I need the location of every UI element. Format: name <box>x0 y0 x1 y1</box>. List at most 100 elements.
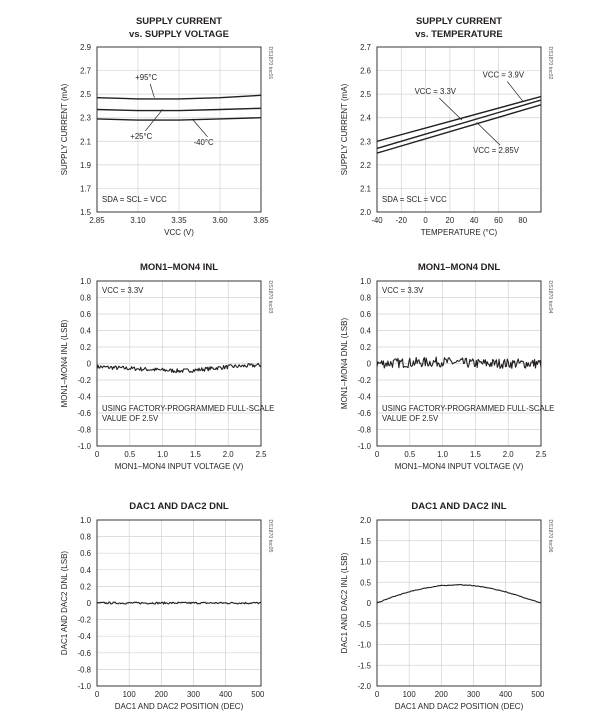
y-tick-label: 0.4 <box>80 566 92 575</box>
condition-note-line: VCC = 3.3V <box>382 286 424 295</box>
figure-code: DS1870 toc03 <box>267 281 273 314</box>
x-tick-label: 100 <box>123 690 137 699</box>
x-tick-label: 400 <box>499 690 513 699</box>
y-tick-label: 0 <box>367 599 372 608</box>
y-tick-label: 0.5 <box>360 578 372 587</box>
y-axis-label: DAC1 AND DAC2 INL (LSB) <box>340 552 349 653</box>
x-tick-label: 0.5 <box>124 450 136 459</box>
y-tick-label: 2.0 <box>360 516 372 525</box>
y-tick-label: 1.5 <box>360 537 372 546</box>
y-tick-label: -1.0 <box>358 641 372 650</box>
y-tick-label: 0.8 <box>360 294 371 303</box>
y-tick-label: 0.2 <box>80 582 91 591</box>
condition-note-line: VALUE OF 2.5V <box>382 414 439 423</box>
annotation-leader <box>149 83 155 98</box>
x-tick-label: 0 <box>95 450 100 459</box>
chart-title: DAC1 AND DAC2 INL <box>411 501 506 512</box>
annotation-leader <box>145 109 163 132</box>
y-tick-label: 1.9 <box>80 161 91 170</box>
x-tick-label: 2.0 <box>503 450 515 459</box>
y-tick-label: 1.0 <box>360 277 372 286</box>
y-tick-label: 2.6 <box>360 67 371 76</box>
y-tick-label: 1.0 <box>80 516 92 525</box>
y-tick-label: -1.0 <box>78 682 92 691</box>
series-line-1 <box>377 583 541 604</box>
chart-title: DAC1 AND DAC2 DNL <box>129 501 229 512</box>
annotation-leader <box>439 97 463 121</box>
x-tick-label: 2.5 <box>536 450 548 459</box>
series-line-1 <box>377 356 541 369</box>
series-line-1 <box>97 362 261 374</box>
x-axis-label: DAC1 AND DAC2 POSITION (DEC) <box>115 702 244 711</box>
x-tick-label: 3.35 <box>171 216 187 225</box>
y-tick-label: 2.3 <box>360 137 371 146</box>
series-line-2 <box>97 107 261 112</box>
x-tick-label: -40 <box>371 216 383 225</box>
y-tick-label: -0.4 <box>78 393 92 402</box>
x-tick-label: 40 <box>470 216 479 225</box>
x-tick-label: 200 <box>155 690 169 699</box>
x-tick-label: 2.5 <box>256 450 268 459</box>
condition-note: SDA = SCL = VCC <box>102 195 167 204</box>
y-tick-label: 2.2 <box>360 161 371 170</box>
series-line-1 <box>97 94 261 100</box>
x-axis-label: MON1–MON4 INPUT VOLTAGE (V) <box>115 462 244 471</box>
x-tick-label: 20 <box>446 216 455 225</box>
chart-title: SUPPLY CURRENT <box>136 16 222 27</box>
x-axis-label: DAC1 AND DAC2 POSITION (DEC) <box>395 702 524 711</box>
x-tick-label: 2.85 <box>89 216 105 225</box>
y-tick-label: 2.1 <box>360 184 371 193</box>
y-tick-label: -0.2 <box>78 616 91 625</box>
x-tick-label: 200 <box>435 690 449 699</box>
annotation-label: VCC = 3.9V <box>483 71 525 80</box>
y-tick-label: 0 <box>87 360 92 369</box>
x-axis-label: VCC (V) <box>164 228 194 237</box>
y-axis-label: SUPPLY CURRENT (mA) <box>60 83 69 175</box>
y-tick-label: -0.8 <box>78 426 91 435</box>
y-tick-label: -0.8 <box>78 665 91 674</box>
chart-subtitle: vs. TEMPERATURE <box>415 29 502 40</box>
y-tick-label: -2.0 <box>358 682 372 691</box>
y-tick-label: -0.2 <box>358 376 371 385</box>
chart-1: SUPPLY CURRENT vs. SUPPLY VOLTAGE 2.85 3.10… <box>60 16 273 237</box>
y-axis-label: SUPPLY CURRENT (mA) <box>340 83 349 175</box>
x-tick-label: 80 <box>518 216 527 225</box>
chart-title: MON1–MON4 INL <box>140 262 218 273</box>
annotation-label: VCC = 3.3V <box>415 87 457 96</box>
chart-6: DAC1 AND DAC2 INL 0 100 200 300 400 500 -2.0 -1.… <box>340 501 553 711</box>
y-tick-label: -0.2 <box>78 376 91 385</box>
x-tick-label: 0 <box>423 216 428 225</box>
plot-frame <box>96 280 262 447</box>
x-axis-label: TEMPERATURE (°C) <box>421 228 498 237</box>
y-tick-label: -1.0 <box>78 442 92 451</box>
annotation-leader <box>476 122 501 146</box>
y-tick-label: 1.0 <box>360 558 372 567</box>
y-tick-label: 0.8 <box>80 533 91 542</box>
y-tick-label: 2.9 <box>80 43 91 52</box>
condition-note-line: USING FACTORY-PROGRAMMED FULL-SCALE <box>102 404 274 413</box>
annotation-leader <box>191 118 208 138</box>
y-tick-label: 2.0 <box>360 208 372 217</box>
condition-note-line: VALUE OF 2.5V <box>102 414 159 423</box>
x-tick-label: 2.0 <box>223 450 235 459</box>
x-tick-label: 1.5 <box>190 450 202 459</box>
x-tick-label: 3.10 <box>130 216 146 225</box>
y-tick-label: 0.2 <box>360 343 371 352</box>
y-tick-label: -1.0 <box>358 442 372 451</box>
condition-note: SDA = SCL = VCC <box>382 195 447 204</box>
chart-3: MON1–MON4 INL 0 0.5 1.0 1.5 2.0 2.5 -1.0 -0.8 -0.… <box>60 262 274 471</box>
x-tick-label: 0 <box>375 690 380 699</box>
chart-subtitle: vs. SUPPLY VOLTAGE <box>129 29 229 40</box>
y-tick-label: -0.4 <box>78 632 92 641</box>
y-tick-label: -0.4 <box>358 393 372 402</box>
y-tick-label: 1.0 <box>80 277 92 286</box>
series-line-3 <box>97 117 261 121</box>
chart-4: MON1–MON4 DNL 0 0.5 1.0 1.5 2.0 2.5 -1.0 -0.8 -0.… <box>340 262 554 471</box>
x-tick-label: 100 <box>403 690 417 699</box>
y-tick-label: 0.8 <box>80 294 91 303</box>
x-tick-label: 0 <box>95 690 100 699</box>
x-axis-label: MON1–MON4 INPUT VOLTAGE (V) <box>395 462 524 471</box>
x-tick-label: 1.0 <box>157 450 169 459</box>
y-axis-label: MON1–MON4 DNL (LSB) <box>340 318 349 410</box>
